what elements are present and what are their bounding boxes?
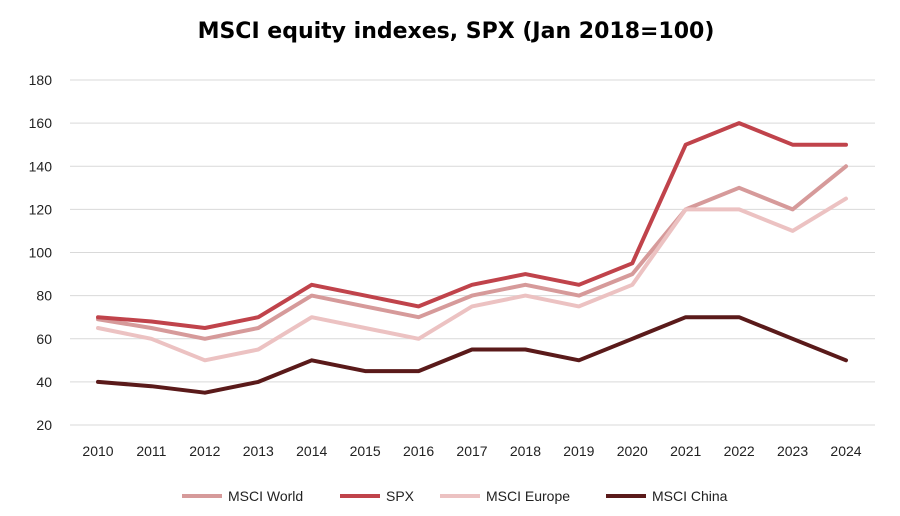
x-tick-label: 2023 [777,443,808,459]
y-tick-label: 120 [29,201,53,217]
gridlines [70,79,875,426]
x-tick-label: 2020 [617,443,648,459]
legend-label: SPX [386,488,415,504]
x-tick-label: 2014 [296,443,327,459]
legend: MSCI World SPX MSCI Europe MSCI China [182,488,728,504]
legend-item-msci-europe: MSCI Europe [440,488,570,504]
x-tick-label: 2013 [243,443,274,459]
series-line-msci-europe [96,196,848,363]
x-tick-label: 2011 [136,443,166,459]
legend-label: MSCI Europe [486,488,570,504]
x-tick-label: 2018 [510,443,541,459]
y-tick-label: 80 [36,288,52,304]
y-tick-label: 60 [36,331,52,347]
x-tick-label: 2021 [670,443,701,459]
series-line-spx [96,121,848,330]
x-axis: 2010 2011 2012 2013 2014 2015 2016 2017 2018 2019… [82,443,861,459]
x-tick-label: 2016 [403,443,434,459]
y-tick-label: 160 [29,115,53,131]
series-lines [96,121,848,395]
y-tick-label: 140 [29,158,53,174]
y-axis: 20 40 60 80 100 120 140 160 180 [29,72,53,433]
x-tick-label: 2024 [830,443,861,459]
x-tick-label: 2015 [350,443,381,459]
legend-item-msci-world: MSCI World [182,488,303,504]
y-tick-label: 40 [36,374,52,390]
chart-title: MSCI equity indexes, SPX (Jan 2018=100) [198,19,715,44]
y-tick-label: 100 [29,245,53,261]
y-tick-label: 180 [29,72,53,88]
legend-label: MSCI World [228,488,303,504]
legend-label: MSCI China [652,488,728,504]
y-tick-label: 20 [36,417,52,433]
legend-item-spx: SPX [340,488,415,504]
series-line-msci-world [96,164,848,341]
x-tick-label: 2019 [563,443,594,459]
legend-item-msci-china: MSCI China [606,488,728,504]
x-tick-label: 2017 [456,443,487,459]
x-tick-label: 2012 [189,443,220,459]
x-tick-label: 2022 [724,443,755,459]
series-line-msci-china [96,315,848,395]
x-tick-label: 2010 [82,443,113,459]
